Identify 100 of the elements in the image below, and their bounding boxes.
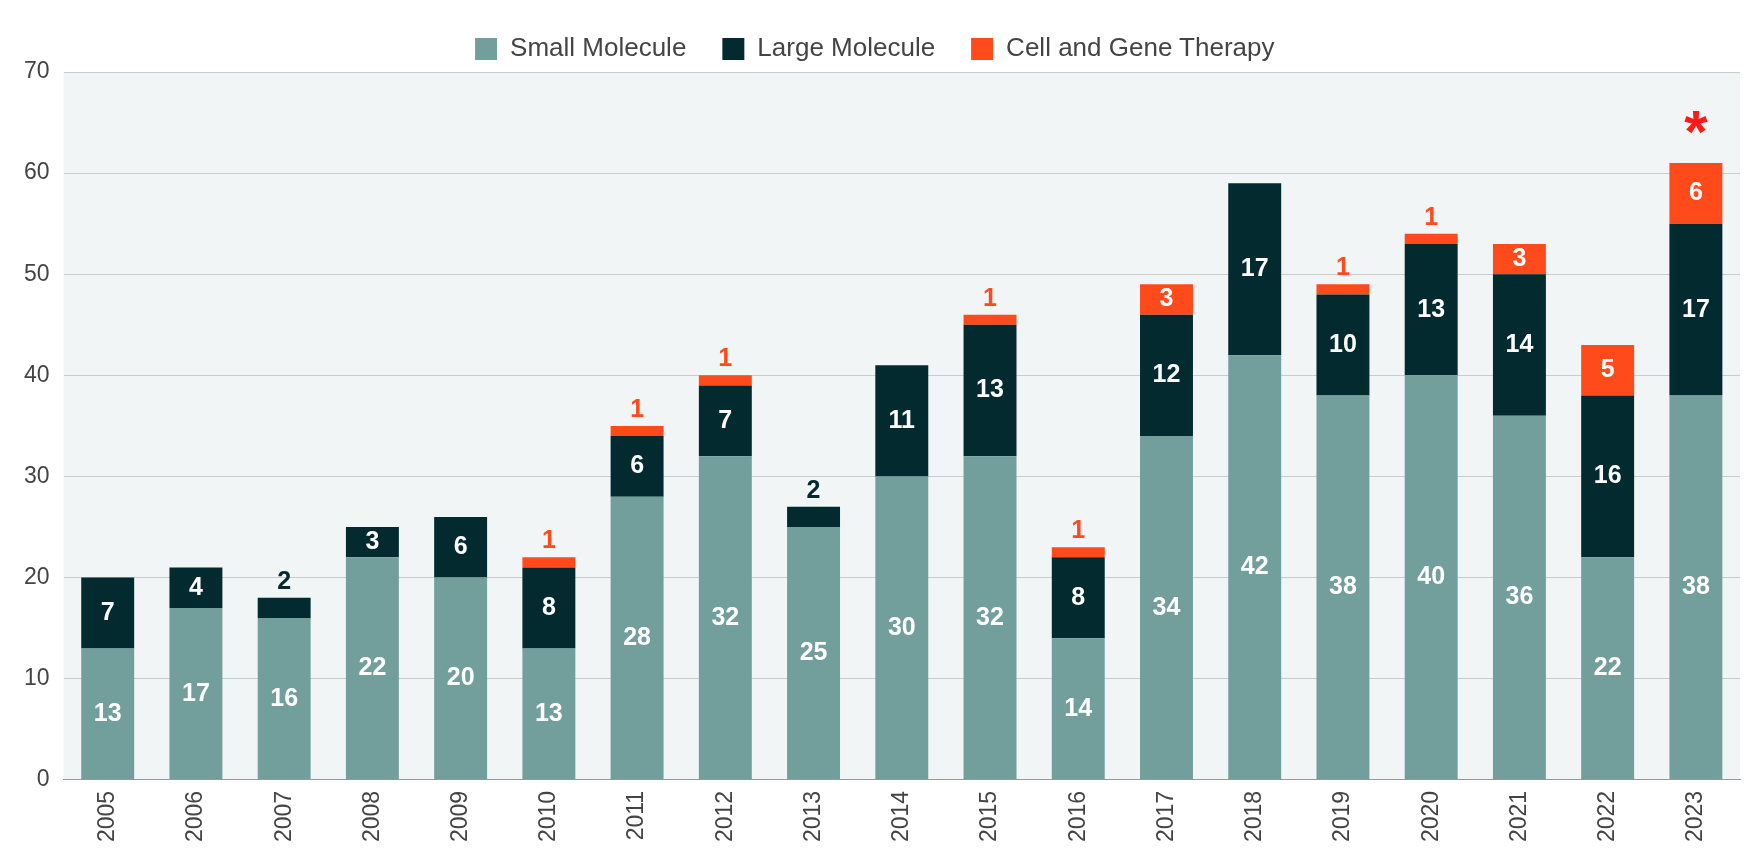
y-tick-label: 50 <box>23 259 50 286</box>
bar <box>1492 415 1546 780</box>
data-label: 1 <box>718 343 733 372</box>
data-label: 3 <box>1159 283 1174 312</box>
x-tick-label: 2013 <box>798 790 825 843</box>
bar <box>522 567 576 649</box>
bar <box>169 607 223 780</box>
annotation: * <box>1684 97 1709 165</box>
bar <box>522 557 576 568</box>
bar <box>787 527 841 780</box>
data-label: 17 <box>1240 253 1269 282</box>
data-label: 3 <box>365 526 380 555</box>
data-label: 12 <box>1152 359 1181 388</box>
data-label: 7 <box>100 596 115 625</box>
bar <box>1404 375 1458 780</box>
bar <box>1581 345 1635 396</box>
data-label: 13 <box>1417 293 1446 322</box>
data-label: 25 <box>799 637 828 666</box>
bar <box>1669 223 1723 396</box>
x-tick-label: 2011 <box>622 790 649 841</box>
data-label: 38 <box>1681 571 1710 600</box>
y-tick-label: 70 <box>23 57 50 84</box>
x-tick-label: 2016 <box>1063 790 1090 843</box>
y-tick-label: 40 <box>23 360 50 387</box>
bar <box>169 567 223 608</box>
data-label: 34 <box>1152 591 1181 620</box>
bar <box>610 425 664 437</box>
data-label: 16 <box>1593 460 1622 489</box>
x-tick-label: 2012 <box>710 790 737 843</box>
data-label: 36 <box>1505 581 1534 610</box>
data-label: 38 <box>1329 571 1357 600</box>
data-label: 7 <box>718 404 733 433</box>
data-label: 1 <box>1336 252 1350 281</box>
data-label: 42 <box>1240 551 1269 580</box>
x-tick-label: 2019 <box>1328 790 1355 843</box>
bar <box>963 456 1017 780</box>
data-label: 1 <box>541 525 556 554</box>
x-tick-label: 2005 <box>93 790 120 843</box>
data-label: 2 <box>806 474 821 503</box>
bar <box>1404 243 1458 376</box>
bar <box>698 456 752 780</box>
data-label: 1 <box>983 282 998 311</box>
x-tick-label: 2015 <box>975 790 1002 843</box>
legend-label: Large Molecule <box>757 32 936 63</box>
data-label: 10 <box>1329 328 1357 357</box>
data-label: 28 <box>623 621 652 650</box>
data-label: 32 <box>976 601 1004 630</box>
data-label: 3 <box>1512 242 1527 271</box>
x-tick-label: 2021 <box>1504 790 1531 843</box>
data-label: 2 <box>277 565 292 594</box>
x-tick-label: 2014 <box>887 790 914 843</box>
x-tick-label: 2008 <box>357 790 384 843</box>
bar <box>1051 638 1105 780</box>
bar <box>1316 294 1370 396</box>
bar <box>522 648 576 780</box>
data-label: 5 <box>1600 354 1615 383</box>
data-label: 14 <box>1505 328 1534 357</box>
data-label: 6 <box>1688 177 1703 206</box>
bar <box>1316 395 1370 780</box>
data-label: 14 <box>1064 692 1093 721</box>
data-label: 17 <box>1681 293 1710 322</box>
y-tick-label: 10 <box>23 664 50 691</box>
bar <box>1492 274 1546 416</box>
bar <box>963 314 1017 325</box>
data-label: 1 <box>630 393 645 422</box>
bar <box>1140 284 1193 315</box>
data-label: 20 <box>446 662 475 691</box>
bar <box>1669 163 1723 224</box>
y-tick-label: 20 <box>23 562 50 589</box>
bar <box>81 577 135 649</box>
data-label: 6 <box>453 531 468 560</box>
data-label: 6 <box>630 450 645 479</box>
x-tick-label: 2022 <box>1593 790 1619 843</box>
bar <box>1228 355 1282 780</box>
legend-label: Cell and Gene Therapy <box>1006 32 1275 63</box>
legend-label: Small Molecule <box>510 32 687 63</box>
data-label: 13 <box>93 697 122 726</box>
bar <box>1140 436 1193 780</box>
bar <box>698 375 752 386</box>
bar <box>1404 233 1458 244</box>
bar <box>963 324 1017 457</box>
x-tick-label: 2020 <box>1416 790 1443 843</box>
data-label: 8 <box>541 591 556 620</box>
y-tick-label: 0 <box>36 765 50 792</box>
y-tick-label: 30 <box>23 461 50 488</box>
x-tick-label: 2023 <box>1681 790 1708 843</box>
x-tick-label: 2017 <box>1151 790 1178 843</box>
bar <box>1581 395 1635 558</box>
data-label: 22 <box>1593 652 1622 681</box>
bar <box>875 476 929 780</box>
bar <box>1228 183 1282 356</box>
bar <box>81 648 135 780</box>
bar <box>434 516 488 578</box>
data-label: 1 <box>1424 201 1439 230</box>
bar <box>434 577 488 780</box>
bar <box>875 365 929 477</box>
x-tick-label: 2009 <box>445 790 472 843</box>
data-label: 13 <box>534 697 563 726</box>
x-tick-label: 2018 <box>1240 790 1267 843</box>
bar <box>787 506 841 528</box>
